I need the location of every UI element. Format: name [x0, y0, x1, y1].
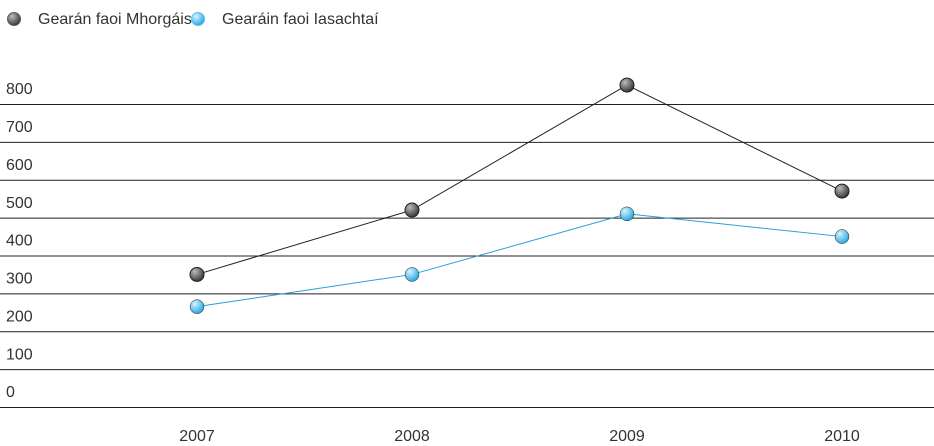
x-tick-label: 2008 — [394, 428, 430, 445]
y-tick-label: 300 — [6, 271, 33, 288]
legend-marker — [191, 12, 205, 26]
y-tick-label: 600 — [6, 157, 33, 174]
x-tick-label: 2007 — [179, 428, 215, 445]
x-tick-label: 2009 — [609, 428, 645, 445]
data-point — [834, 183, 850, 199]
data-point — [189, 266, 205, 282]
legend-label: Gearáin faoi Iasachtaí — [222, 11, 379, 28]
data-point — [619, 77, 635, 93]
data-point — [404, 267, 420, 282]
y-tick-label: 800 — [6, 81, 33, 98]
data-point — [619, 206, 635, 222]
y-tick-label: 100 — [6, 346, 33, 363]
series-line — [196, 84, 843, 275]
y-tick-label: 700 — [6, 119, 33, 136]
x-tick-label: 2010 — [824, 428, 860, 445]
series-line — [196, 213, 843, 308]
data-point — [834, 229, 850, 244]
data-point — [189, 299, 205, 314]
legend-label: Gearán faoi Mhorgáistí — [38, 11, 201, 28]
y-tick-label: 500 — [6, 195, 33, 212]
y-tick-label: 0 — [6, 384, 15, 401]
y-tick-label: 200 — [6, 308, 33, 325]
legend-marker — [7, 12, 21, 26]
data-point — [404, 202, 420, 218]
y-tick-label: 400 — [6, 233, 33, 250]
